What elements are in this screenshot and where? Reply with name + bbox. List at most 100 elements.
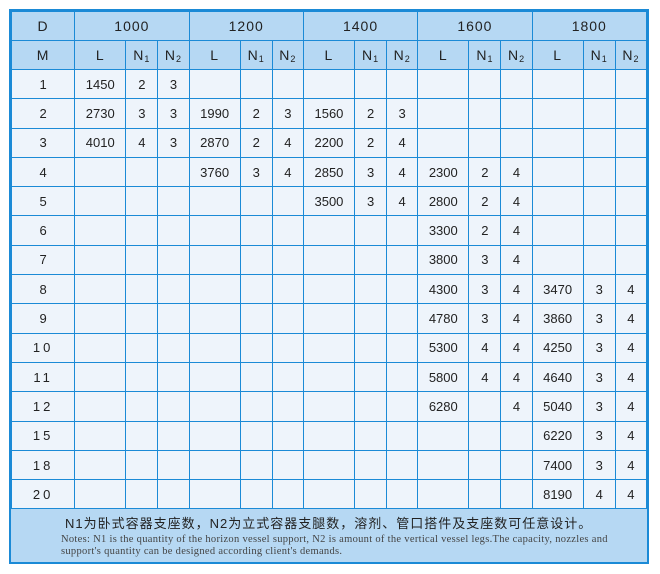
cell-l: 5800	[417, 361, 470, 393]
cell-n1	[354, 391, 388, 422]
cell-n1	[125, 274, 159, 305]
cell-n1: 3	[468, 274, 502, 305]
cell-l: 4780	[417, 303, 470, 334]
cell-l	[302, 449, 356, 481]
cell-n2	[500, 68, 533, 100]
row-m: 10	[10, 332, 76, 363]
notes: N1为卧式容器支座数，N2为立式容器支腿数，溶剂、管口搭件及支座数可任意设计。 …	[11, 509, 647, 563]
cell-l	[188, 449, 241, 481]
cell-n2	[386, 391, 419, 422]
diameter-header: 1800	[531, 11, 648, 41]
column-header-n2: N2	[271, 40, 304, 70]
cell-l	[74, 391, 127, 422]
cell-l	[417, 479, 470, 510]
cell-l	[188, 303, 241, 334]
cell-n1	[582, 98, 616, 129]
cell-n2	[157, 274, 190, 305]
cell-n1	[354, 420, 388, 451]
cell-n2	[386, 420, 419, 451]
cell-n2	[386, 244, 419, 276]
notes-english: Notes: N1 is the quantity of the horizon…	[61, 534, 608, 558]
cell-n1: 4	[125, 127, 159, 158]
cell-l: 3500	[302, 186, 356, 217]
column-subscript: 1	[601, 54, 608, 64]
table-row: 11 5800 4 4 4640 3 4	[10, 361, 648, 393]
cell-l	[188, 68, 241, 100]
table-row: 3 4010 4 3 2870 2 4 2200 2 4	[10, 127, 648, 158]
cell-n2: 4	[614, 391, 648, 422]
cell-n2	[386, 361, 419, 393]
notes-chinese: N1为卧式容器支座数，N2为立式容器支腿数，溶剂、管口搭件及支座数可任意设计。	[65, 516, 593, 532]
cell-l	[74, 244, 127, 276]
diameter-header: 1600	[417, 11, 533, 41]
row-m: 5	[10, 186, 76, 217]
column-header-n2: N2	[614, 40, 648, 70]
cell-n2: 3	[386, 98, 419, 129]
cell-n2	[500, 479, 533, 510]
cell-n2: 4	[500, 244, 533, 276]
cell-l: 3470	[531, 274, 584, 305]
cell-l	[74, 361, 127, 393]
cell-n1: 3	[354, 156, 388, 188]
cell-n1: 2	[468, 186, 502, 217]
cell-l: 4300	[417, 274, 470, 305]
cell-l	[302, 361, 356, 393]
cell-n2: 4	[386, 127, 419, 158]
column-header-n2: N2	[157, 40, 190, 70]
cell-n1	[125, 449, 159, 481]
row-m: 1	[10, 68, 76, 100]
cell-n2	[614, 244, 648, 276]
cell-l: 7400	[531, 449, 584, 481]
cell-n1	[354, 479, 388, 510]
cell-n1	[354, 244, 388, 276]
cell-n2: 4	[271, 127, 304, 158]
cell-n1: 4	[468, 332, 502, 363]
cell-n2: 4	[500, 361, 533, 393]
column-label: N	[393, 47, 405, 63]
cell-n2	[614, 127, 648, 158]
column-header-l: L	[302, 40, 356, 70]
row-m: 4	[10, 156, 76, 188]
cell-n1	[125, 391, 159, 422]
cell-n1	[468, 98, 502, 129]
cell-n1	[239, 391, 273, 422]
cell-n1: 2	[125, 68, 159, 100]
cell-n1: 3	[582, 449, 616, 481]
cell-n1	[239, 68, 273, 100]
cell-n2: 4	[500, 215, 533, 246]
cell-n2	[157, 361, 190, 393]
cell-n1: 2	[354, 127, 388, 158]
cell-l	[74, 479, 127, 510]
cell-n1	[582, 68, 616, 100]
column-header-n2: N2	[500, 40, 533, 70]
cell-n2	[157, 420, 190, 451]
cell-n2	[157, 391, 190, 422]
cell-n1	[125, 332, 159, 363]
cell-l	[188, 215, 241, 246]
cell-n1: 2	[239, 127, 273, 158]
cell-l: 2850	[302, 156, 356, 188]
cell-n1: 3	[582, 391, 616, 422]
cell-n2	[157, 303, 190, 334]
cell-n1	[239, 215, 273, 246]
cell-n2: 4	[614, 361, 648, 393]
cell-n2	[157, 449, 190, 481]
cell-l: 8190	[531, 479, 584, 510]
cell-l	[302, 332, 356, 363]
cell-n2	[614, 98, 648, 129]
table-row: 15 6220 3 4	[10, 420, 648, 451]
cell-n2: 3	[157, 98, 190, 129]
column-subscript: 1	[487, 54, 494, 64]
cell-l	[188, 244, 241, 276]
column-header-n1: N1	[239, 40, 273, 70]
cell-l	[302, 479, 356, 510]
cell-n2	[500, 98, 533, 129]
cell-n1	[468, 420, 502, 451]
cell-n2: 4	[614, 332, 648, 363]
table-row: 2 2730 3 3 1990 2 3 1560 2 3	[10, 98, 648, 129]
cell-n2	[271, 303, 304, 334]
column-label: N	[507, 47, 520, 63]
column-label: L	[553, 47, 563, 63]
cell-n2: 3	[157, 68, 190, 100]
cell-n1	[239, 274, 273, 305]
